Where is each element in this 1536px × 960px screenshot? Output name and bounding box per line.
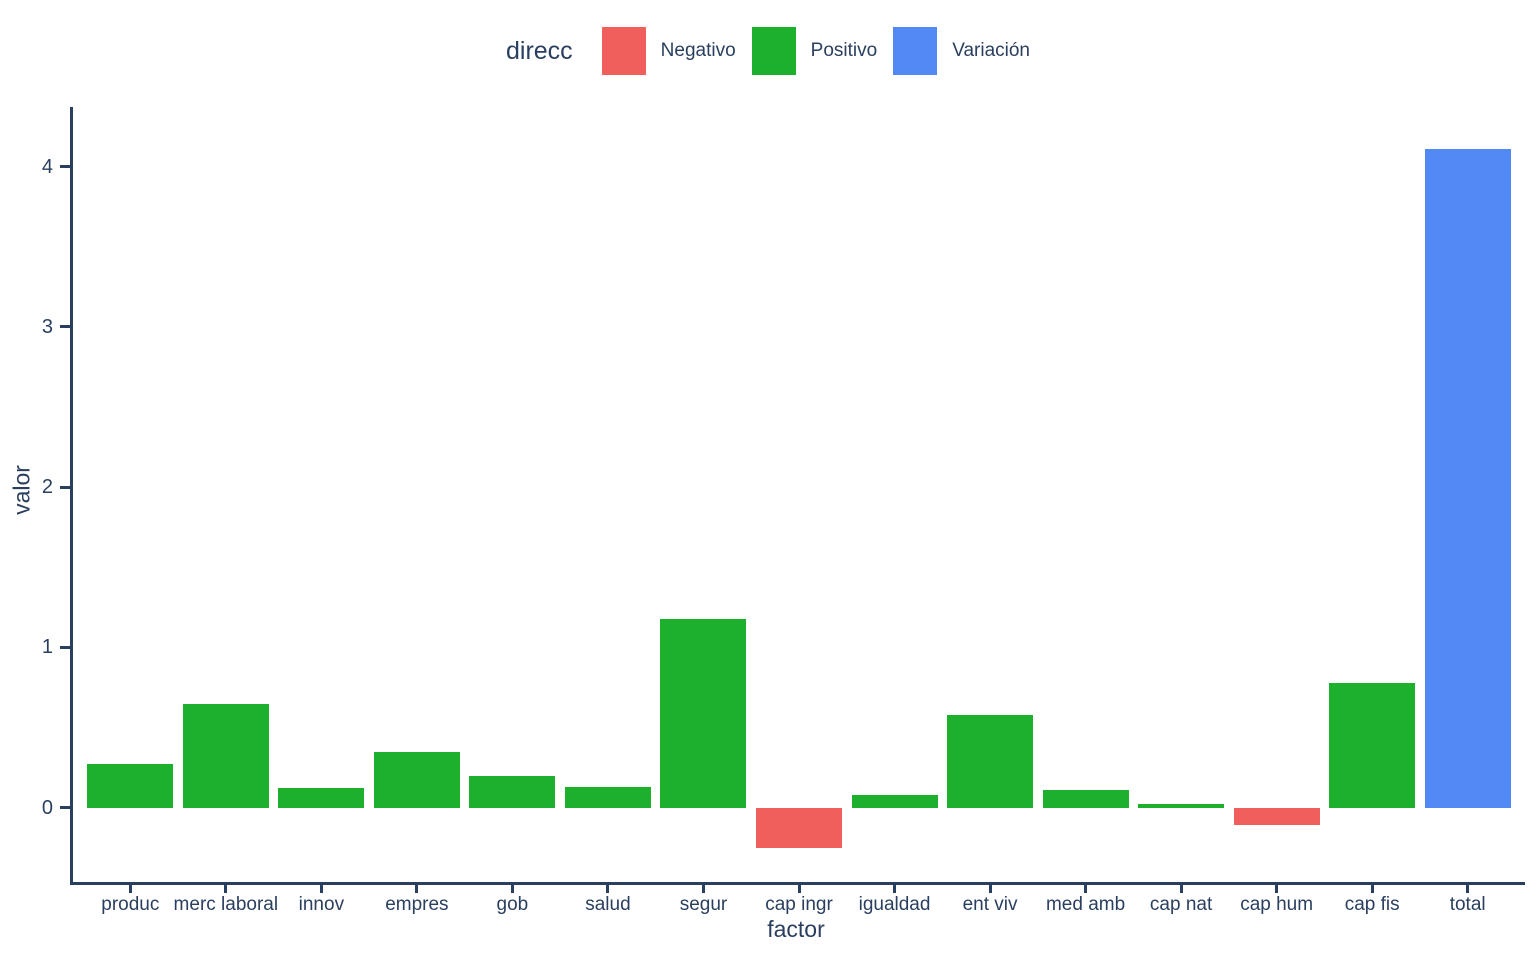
bar-cap-ingr[interactable] — [756, 807, 842, 848]
y-tick-mark — [60, 485, 70, 489]
x-tick-mark — [510, 885, 514, 893]
x-tick-label: igualdad — [858, 894, 931, 915]
legend-swatch-icon — [893, 27, 938, 75]
legend-swatch-icon — [751, 27, 796, 75]
y-tick-label: 4 — [41, 155, 53, 178]
legend-title: direcc — [505, 36, 573, 65]
x-tick-mark — [1370, 885, 1374, 893]
x-tick-label: cap nat — [1149, 894, 1213, 915]
y-tick-label: 2 — [41, 476, 53, 499]
y-tick-label: 3 — [41, 315, 53, 338]
legend-items: Negativo Positivo Variación — [586, 27, 1030, 75]
x-tick-label: produc — [101, 894, 160, 915]
bar-ent-viv[interactable] — [947, 714, 1034, 808]
x-tick-label: merc laboral — [173, 894, 279, 915]
x-tick-label: segur — [679, 894, 728, 915]
y-tick-label: 1 — [41, 636, 53, 659]
y-tick-mark — [60, 645, 70, 649]
x-tick-label: med amb — [1045, 894, 1126, 915]
x-tick-mark — [319, 885, 323, 893]
bar-produc[interactable] — [87, 764, 174, 808]
y-tick-mark — [60, 806, 70, 810]
bar-cap-fis[interactable] — [1329, 682, 1416, 808]
legend: direcc Negativo Positivo Variación — [0, 24, 1536, 78]
x-tick-label: gob — [496, 894, 529, 915]
legend-swatch-icon — [601, 27, 646, 75]
bar-cap-nat[interactable] — [1138, 804, 1225, 808]
x-tick-label: cap hum — [1240, 894, 1314, 915]
x-tick-mark — [797, 885, 801, 893]
bar-gob[interactable] — [469, 775, 556, 808]
bar-segur[interactable] — [660, 618, 747, 808]
bar-igualdad[interactable] — [851, 794, 938, 808]
plot-area: produc merc laboral innov empres gob salud seg… — [42, 107, 1525, 915]
legend-item-negativo[interactable]: Negativo — [601, 27, 736, 75]
x-tick-label: empres — [385, 894, 449, 915]
legend-item-label: Negativo — [660, 40, 736, 61]
bar-salud[interactable] — [564, 786, 651, 808]
x-tick-label: cap fis — [1344, 894, 1400, 915]
legend-item-label: Variación — [952, 40, 1031, 61]
legend-item-variacin[interactable]: Variación — [893, 27, 1030, 75]
y-tick-mark — [60, 325, 70, 329]
x-tick-mark — [701, 885, 705, 893]
x-tick-mark — [224, 885, 228, 893]
x-tick-mark — [988, 885, 992, 893]
x-tick-label: innov — [298, 894, 345, 915]
bar-empres[interactable] — [373, 751, 460, 808]
y-axis-title: valor — [8, 465, 35, 515]
x-tick-mark — [606, 885, 610, 893]
y-tick-label: 0 — [41, 796, 53, 819]
x-tick-mark — [1466, 885, 1470, 893]
x-tick-mark — [415, 885, 419, 893]
x-tick-mark — [1275, 885, 1279, 893]
bar-cap-hum[interactable] — [1233, 807, 1320, 826]
x-tick-mark — [128, 885, 132, 893]
y-tick-mark — [60, 165, 70, 169]
bar-merc-laboral[interactable] — [182, 703, 269, 808]
x-tick-label: total — [1449, 894, 1486, 915]
legend-item-positivo[interactable]: Positivo — [751, 27, 878, 75]
x-tick-label: salud — [585, 894, 631, 915]
x-tick-mark — [1084, 885, 1088, 893]
bar-total[interactable] — [1424, 149, 1511, 808]
legend-item-label: Positivo — [810, 40, 878, 61]
x-axis-title: factor — [767, 916, 825, 942]
x-tick-label: cap ingr — [765, 894, 833, 915]
x-tick-label: ent viv — [962, 894, 1018, 915]
bar-med-amb[interactable] — [1042, 790, 1129, 808]
bar-innov[interactable] — [278, 788, 365, 808]
x-tick-mark — [1179, 885, 1183, 893]
x-tick-mark — [893, 885, 897, 893]
